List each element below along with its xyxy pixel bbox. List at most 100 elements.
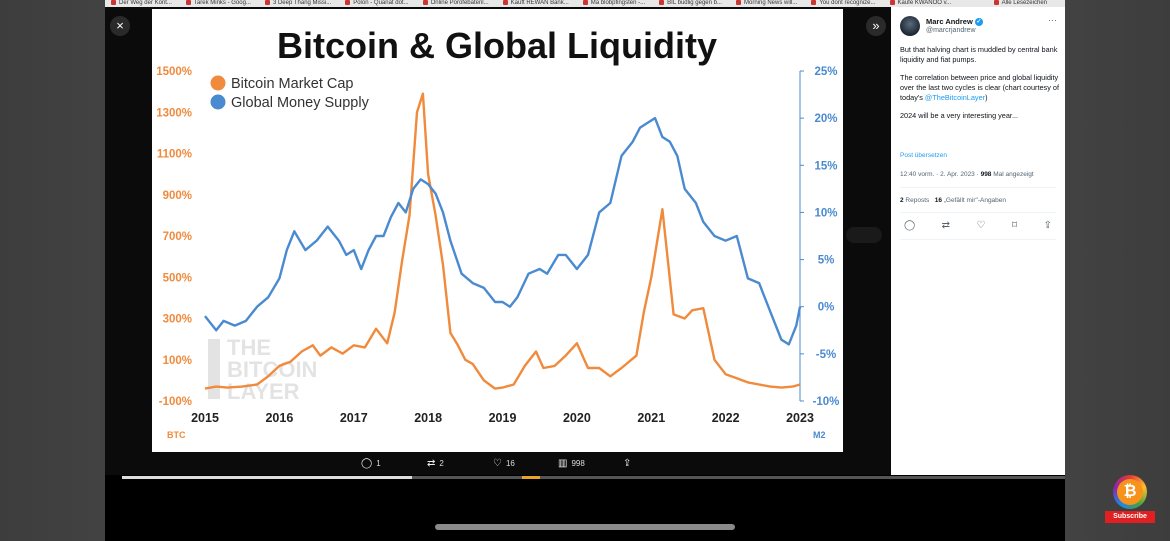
post-meta: 12:40 vorm. · 2. Apr. 2023 · 998 Mal ang… [900,171,1034,178]
bitcoin-coin-icon: ₿ [1113,475,1147,509]
author-name: Marc Andrew [926,17,973,26]
legend-swatch [210,75,226,91]
share-action[interactable]: ⇪ [623,458,631,469]
left-tick-label: 1100% [157,149,192,161]
reposts-label[interactable]: Reposts [903,197,930,204]
chart-series [204,92,802,390]
channel-watermark[interactable]: ₿ Subscribe [1105,475,1155,525]
legend-label: Bitcoin Market Cap [231,76,354,92]
left-tick-label: 300% [163,314,192,326]
comment-icon: ◯ [361,458,373,469]
x-tick-label: 2023 [786,411,814,425]
divider [900,212,1056,213]
views-action[interactable]: ▥ 998 [558,458,585,469]
x-tick-label: 2019 [489,411,517,425]
post-timestamp[interactable]: 12:40 vorm. · 2. Apr. 2023 · [900,171,981,178]
bitcoin-symbol: ₿ [1117,479,1143,505]
bookmark-item[interactable]: You dont recognize... [811,0,875,7]
chevron-double-right-icon: » [872,18,880,33]
left-tick-label: 500% [163,272,192,284]
bookmark-item[interactable]: Der Weg der Kont... [111,0,172,7]
post-actions: ◯ ⇄ ♡ ⌑ ⇪ [900,220,1056,231]
post-paragraph-3: 2024 will be a very interesting year... [900,111,1019,120]
right-tick-label: 20% [814,113,837,125]
post-views-label: Mal angezeigt [991,171,1034,178]
more-options-icon[interactable]: ··· [1048,15,1057,25]
watermark-line-1: THE [227,335,271,360]
author-name-row[interactable]: Marc Andrew ✓ [926,17,983,27]
watermark-line-2: BITCOIN [227,357,317,382]
bookmark-item[interactable]: 3 Deep Thang Missi... [265,0,331,7]
post-sidebar: Marc Andrew ✓ @marcrjandrew ··· But that … [891,7,1065,475]
x-tick-label: 2015 [191,411,219,425]
mention-link[interactable]: @TheBitcoinLayer [924,93,986,102]
expand-sidebar-button[interactable]: » [866,16,886,36]
verified-badge-icon: ✓ [974,18,983,27]
close-button[interactable]: × [110,16,130,36]
post-stats: 2 Reposts 16 „Gefällt mir"-Angaben [900,197,1006,204]
progress-fill [122,476,412,479]
bookmark-item[interactable]: BIL budlig gegen b... [659,0,722,7]
bookmark-item[interactable]: Ma blobpfingsten -... [583,0,645,7]
chart-legend: Bitcoin Market Cap Global Money Supply [210,75,370,111]
legend-swatch [210,94,226,110]
chart-slide: Bitcoin & Global Liquidity THE BITCOIN L… [152,9,843,452]
bookmark-item[interactable]: Polon - Quanat dot... [345,0,408,7]
right-tick-label: 5% [818,255,835,267]
progress-chapter-marker [522,476,540,479]
x-tick-label: 2018 [414,411,442,425]
x-tick-label: 2022 [712,411,740,425]
like-icon[interactable]: ♡ [976,220,986,231]
post-paragraph-2-end: ) [985,93,988,102]
right-tick-label: 25% [814,66,837,78]
btc-series-line [204,92,801,390]
author-handle[interactable]: @marcrjandrew [926,27,976,34]
viewer-action-bar: ◯ 1 ⇄ 2 ♡ 16 ▥ 998 ⇪ [105,455,891,473]
avatar[interactable] [900,16,920,36]
right-tick-label: -5% [816,349,836,361]
likes-count: 16 [934,197,942,204]
post-paragraph-2: The correlation between price and global… [900,73,1060,103]
x-tick-label: 2016 [265,411,293,425]
post-text: But that halving chart is muddled by cen… [900,45,1060,129]
chart-axes: 1500% 1300% 1100% 900% 700% 500% 300% 100% -100%… [156,66,839,425]
bookmark-item[interactable]: Morning News will... [736,0,797,7]
watermark: THE BITCOIN LAYER [208,335,317,404]
home-indicator [435,524,735,530]
bookmark-item[interactable]: Kaufe KWANOO v... [890,0,952,7]
reposts-count: 2 [900,197,904,204]
like-action[interactable]: ♡ 16 [493,458,515,469]
translate-link[interactable]: Post übersetzen [900,152,947,159]
all-bookmarks[interactable]: Alle Lesezeichen [994,0,1047,7]
left-axis-unit: BTC [167,430,186,440]
watermark-line-3: LAYER [227,379,300,404]
repost-icon[interactable]: ⇄ [941,220,951,231]
like-count: 16 [505,459,515,468]
subscribe-button[interactable]: Subscribe [1105,511,1155,523]
post-views-count: 998 [980,171,992,178]
x-tick-label: 2020 [563,411,591,425]
post-paragraph-2-text: The correlation between price and global… [900,73,1059,102]
bookmark-item[interactable]: Online Porofebatenl... [423,0,489,7]
share-icon[interactable]: ⇪ [1043,220,1052,231]
video-progress-bar[interactable] [122,476,1065,479]
bitcoin-liquidity-chart: Bitcoin & Global Liquidity THE BITCOIN L… [156,25,839,440]
left-tick-label: 700% [163,231,192,243]
bookmark-item[interactable]: Kauft REWAN Bank... [503,0,569,7]
repost-action[interactable]: ⇄ 2 [427,458,444,469]
reply-icon[interactable]: ◯ [904,220,916,231]
post-paragraph-1: But that halving chart is muddled by cen… [900,45,1058,64]
m2-series-line [204,116,802,346]
divider [900,187,1056,188]
reply-action[interactable]: ◯ 1 [361,458,381,469]
bookmark-icon[interactable]: ⌑ [1011,220,1018,231]
views-count: 998 [571,459,585,468]
legend-label: Global Money Supply [231,95,370,111]
watermark-bar [208,339,220,399]
right-tick-label: -10% [813,396,840,408]
divider [900,239,1056,240]
x-tick-label: 2017 [340,411,368,425]
left-tick-label: 100% [163,355,192,367]
likes-label[interactable]: „Gefällt mir"-Angaben [941,197,1007,204]
bookmark-item[interactable]: Tarek Minks - Goog... [186,0,251,7]
